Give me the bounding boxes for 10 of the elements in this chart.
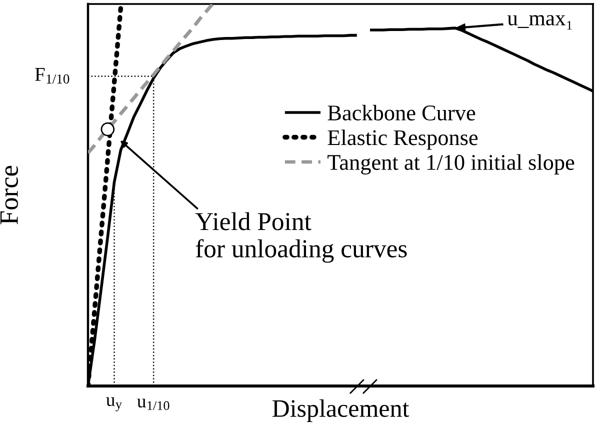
x-tick-label: u$_{y}$ (106, 397, 122, 412)
legend-label: Tangent at 1/10 initial slope (328, 154, 574, 175)
x-axis-title: Displacement (272, 399, 410, 422)
legend-label: Elastic Response (328, 130, 478, 150)
annotation: Yield Point for unloading curves (195, 212, 407, 263)
legend-label: Backbone Curve (328, 104, 476, 120)
y-axis-title: Force (0, 166, 18, 224)
ref-line-label: F$_{1/10}$ (35, 68, 70, 84)
x-tick-label: u$_{1/10}$ (137, 398, 170, 410)
annotation: u_max₁ (507, 15, 572, 30)
